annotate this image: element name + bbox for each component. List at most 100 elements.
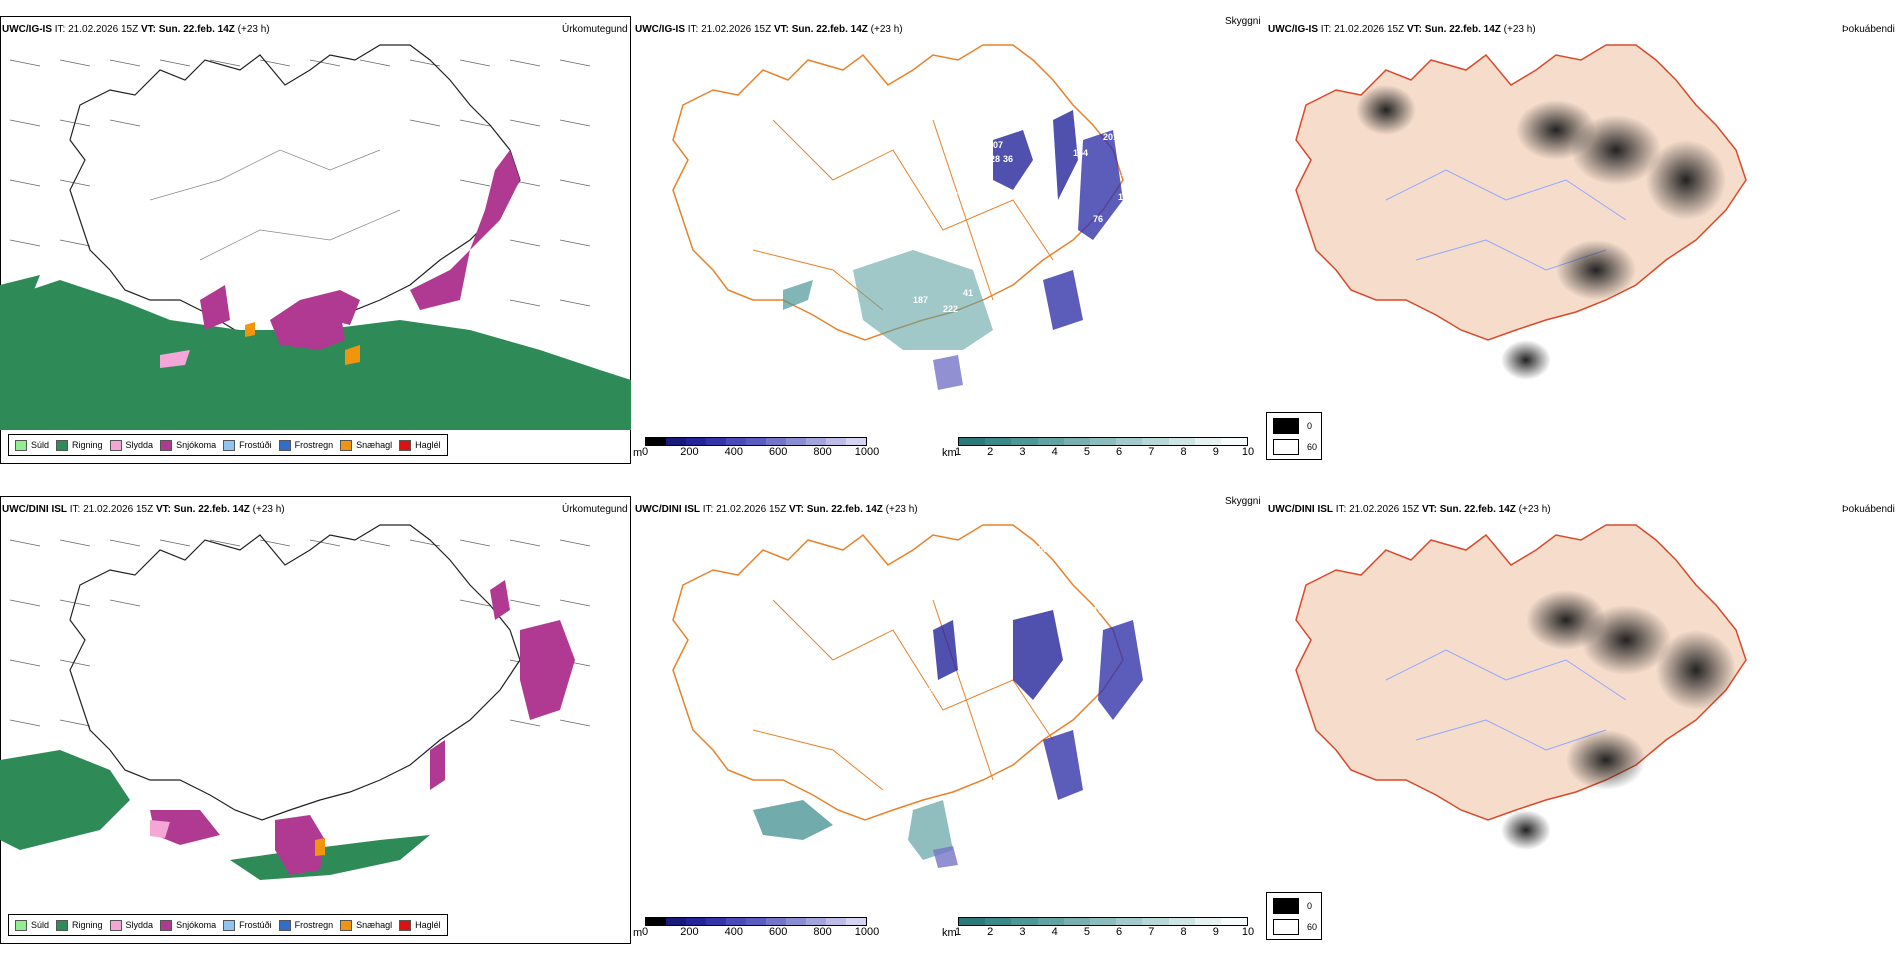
colorbar-tick-label: 200 xyxy=(680,446,699,458)
colorbar-swatch xyxy=(1037,438,1064,445)
visibility-value-label: 222 xyxy=(943,304,958,314)
panel-title: Þokuábendi xyxy=(1842,504,1895,515)
visibility-value-label: 128 xyxy=(985,154,1000,164)
precip-type-panel: UWC/DINI ISL IT: 21.02.2026 15Z VT: Sun.… xyxy=(0,480,633,955)
visibility-value-label: 40 xyxy=(1133,152,1143,162)
colorbar-swatch xyxy=(666,438,686,445)
colorbar-swatch xyxy=(826,918,846,925)
legend-item: Slydda xyxy=(109,439,153,451)
precip-map xyxy=(0,524,591,880)
colorbar-tick-label: 400 xyxy=(724,926,743,938)
colorbar-tick-label: 7 xyxy=(1148,926,1155,938)
visibility-value-label: 17 xyxy=(1103,485,1113,495)
panel-header: UWC/DINI ISL IT: 21.02.2026 15Z VT: Sun.… xyxy=(2,504,285,515)
visibility-value-label: 26 xyxy=(951,148,961,158)
fog-map xyxy=(1295,44,1747,380)
colorbar-swatch xyxy=(1142,918,1169,925)
visibility-value-label: 84 xyxy=(1025,172,1035,182)
colorbar-swatch xyxy=(1116,918,1143,925)
colorbar-swatch xyxy=(846,918,866,925)
colorbar-tick-label: 9 xyxy=(1212,926,1219,938)
panel-header: UWC/IG-IS IT: 21.02.2026 15Z VT: Sun. 22… xyxy=(635,24,903,35)
panel-title: Þokuábendi xyxy=(1842,24,1895,35)
visibility-colorbar: 1 2 3 4 5 6 7 8 9 10 xyxy=(954,437,1254,458)
visibility-value-label: 93 xyxy=(1076,654,1086,664)
panel-header: UWC/DINI ISL IT: 21.02.2026 15Z VT: Sun.… xyxy=(635,504,918,515)
colorbar-swatch xyxy=(1089,438,1117,445)
visibility-value-label: 108 xyxy=(1011,576,1026,586)
panel-header: UWC/IG-IS IT: 21.02.2026 15Z VT: Sun. 22… xyxy=(2,24,270,35)
visibility-value-label: 112 xyxy=(1033,140,1048,150)
colorbar-swatch xyxy=(826,438,846,445)
colorbar-tick-label: 7 xyxy=(1148,446,1155,458)
colorbar-swatch xyxy=(646,438,666,445)
visibility-value-label: 168 xyxy=(1076,247,1091,257)
visibility-value-label: 98 xyxy=(1015,187,1025,197)
colorbar-swatch xyxy=(786,438,806,445)
fog-legend: 0 60 xyxy=(1266,412,1322,460)
visibility-map: 107 128 36 112 117 154 49 201 67 26 40 98 12 84 27 7686… xyxy=(672,44,1148,390)
colorbar-tick-label: 6 xyxy=(1116,446,1123,458)
colorbar-swatch xyxy=(786,918,806,925)
colorbar-swatch xyxy=(686,438,706,445)
colorbar-swatch xyxy=(1220,918,1248,925)
colorbar-tick-label: 8 xyxy=(1180,446,1187,458)
colorbar-swatch xyxy=(846,438,866,445)
colorbar-swatch xyxy=(766,918,786,925)
ceiling-colorbar: 0 200 400 600 800 1000 xyxy=(641,437,879,458)
colorbar-swatch xyxy=(1063,918,1090,925)
colorbar-tick-label: 0 xyxy=(641,446,649,458)
colorbar-tick-label: 1 xyxy=(954,446,962,458)
visibility-value-label: 154 xyxy=(1073,148,1088,158)
visibility-value-label: 101 xyxy=(1093,605,1108,615)
visibility-value-label: 68 xyxy=(1103,610,1113,620)
map-frame xyxy=(0,16,631,464)
visibility-value-label: 19 xyxy=(1018,602,1028,612)
visibility-value-label: 76 xyxy=(1093,240,1103,250)
legend-item: Rigning xyxy=(56,919,103,931)
colorbar-swatch xyxy=(666,918,686,925)
ceiling-unit: m xyxy=(633,927,643,939)
visibility-value-label: 133 xyxy=(1071,640,1086,650)
visibility-value-label: 111 xyxy=(1073,264,1087,274)
colorbar-swatch xyxy=(985,438,1012,445)
panel-header: UWC/DINI ISL IT: 21.02.2026 15Z VT: Sun.… xyxy=(1268,504,1551,515)
visibility-value-label: 106 xyxy=(1033,544,1048,554)
legend-item: Snæhagl xyxy=(340,439,392,451)
fog-map xyxy=(1295,524,1747,850)
visibility-unit: km xyxy=(942,447,957,459)
precip-legend: Súld Rigning Slydda Snjókoma Frostúði Fr… xyxy=(8,434,448,456)
colorbar-swatch xyxy=(1142,438,1169,445)
colorbar-swatch xyxy=(746,918,766,925)
legend-item: Haglél xyxy=(399,439,441,451)
visibility-value-label: 36 xyxy=(1073,490,1083,500)
fog-panel: UWC/IG-IS IT: 21.02.2026 15Z VT: Sun. 22… xyxy=(1266,0,1899,475)
visibility-value-label: 13 xyxy=(1138,182,1148,192)
colorbar-tick-label: 10 xyxy=(1241,926,1255,938)
colorbar-tick-label: 600 xyxy=(769,926,788,938)
visibility-value-label: 41 xyxy=(963,288,973,298)
legend-item: Slydda xyxy=(109,919,153,931)
colorbar-tick-label: 9 xyxy=(1212,446,1219,458)
visibility-value-label: 109 xyxy=(988,532,1003,542)
visibility-value-label: 54 xyxy=(1101,510,1111,520)
ceiling-colorbar: 0 200 400 600 800 1000 xyxy=(641,917,879,938)
legend-item: Snjókoma xyxy=(160,919,216,931)
legend-item: Snjókoma xyxy=(160,439,216,451)
colorbar-swatch xyxy=(1116,438,1143,445)
panel-title: Úrkomutegund xyxy=(562,24,628,35)
colorbar-tick-label: 800 xyxy=(813,446,832,458)
fog-panel: UWC/DINI ISL IT: 21.02.2026 15Z VT: Sun.… xyxy=(1266,480,1899,955)
colorbar-tick-label: 5 xyxy=(1083,446,1090,458)
colorbar-swatch xyxy=(706,918,726,925)
visibility-value-label: 83 xyxy=(1071,630,1081,640)
colorbar-tick-label: 0 xyxy=(641,926,649,938)
colorbar-tick-label: 5 xyxy=(1083,926,1090,938)
precip-map xyxy=(0,44,631,430)
colorbar-swatch xyxy=(1011,438,1038,445)
visibility-value-label: 232 xyxy=(918,686,933,696)
colorbar-tick-label: 600 xyxy=(769,446,788,458)
visibility-value-label: 67 xyxy=(1128,557,1138,567)
panel-title: Úrkomutegund xyxy=(562,504,628,515)
visibility-value-label: 12 xyxy=(948,190,958,200)
